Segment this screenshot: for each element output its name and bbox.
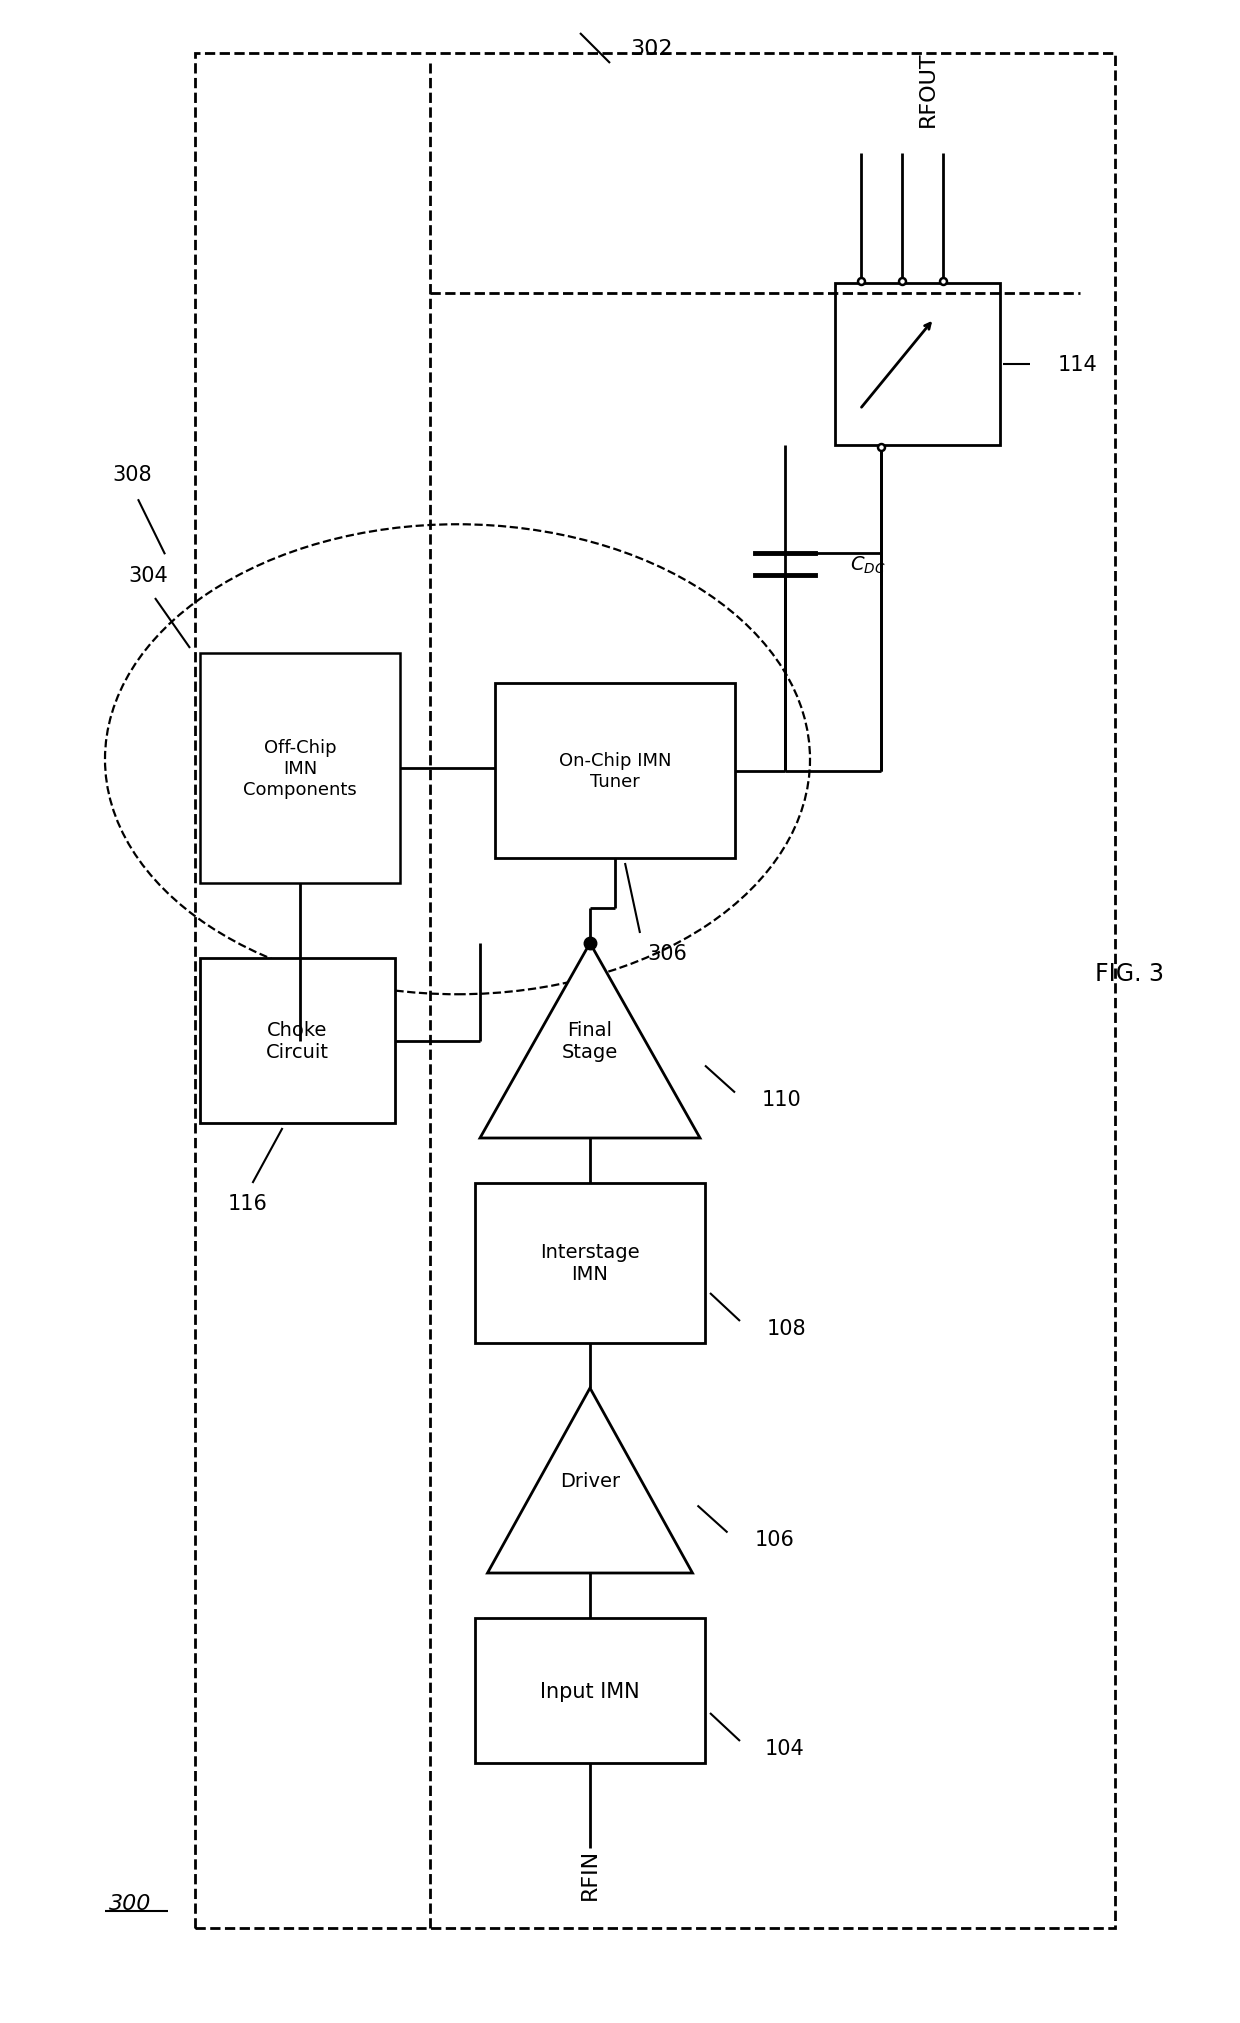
Text: RFIN: RFIN <box>580 1847 600 1900</box>
Text: Interstage
IMN: Interstage IMN <box>541 1242 640 1285</box>
Bar <box>835 283 999 445</box>
Text: Final
Stage: Final Stage <box>562 1020 618 1062</box>
Bar <box>475 1618 706 1764</box>
Text: 114: 114 <box>1058 354 1097 374</box>
Text: 104: 104 <box>765 1738 805 1758</box>
Text: 306: 306 <box>647 943 687 963</box>
Text: 308: 308 <box>112 465 151 486</box>
Text: $C_{DC}$: $C_{DC}$ <box>849 554 885 575</box>
Bar <box>195 55 1115 1928</box>
Text: 304: 304 <box>128 566 167 587</box>
Text: Driver: Driver <box>560 1471 620 1491</box>
Text: Input IMN: Input IMN <box>541 1681 640 1701</box>
Text: On-Chip IMN
Tuner: On-Chip IMN Tuner <box>559 753 671 791</box>
Text: 302: 302 <box>630 38 672 59</box>
Polygon shape <box>487 1388 692 1574</box>
Text: FIG. 3: FIG. 3 <box>1095 961 1164 985</box>
Polygon shape <box>480 943 701 1139</box>
Text: Off-Chip
IMN
Components: Off-Chip IMN Components <box>243 738 357 799</box>
Text: 108: 108 <box>768 1319 807 1339</box>
Bar <box>495 684 735 858</box>
Text: RFOUT: RFOUT <box>918 51 937 127</box>
Bar <box>200 959 396 1123</box>
Text: 116: 116 <box>228 1194 268 1214</box>
Bar <box>200 653 401 884</box>
Text: 110: 110 <box>763 1088 802 1109</box>
Text: 106: 106 <box>754 1529 795 1550</box>
Bar <box>475 1183 706 1343</box>
Text: 300: 300 <box>109 1894 151 1914</box>
Text: Choke
Circuit: Choke Circuit <box>267 1020 329 1062</box>
